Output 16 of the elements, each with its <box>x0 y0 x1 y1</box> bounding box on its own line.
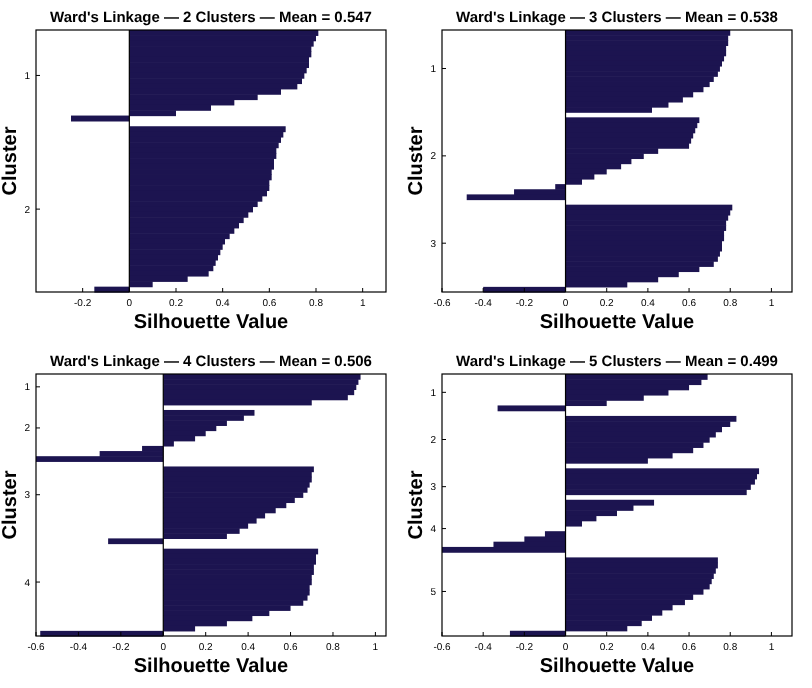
x-axis-title: Silhouette Value <box>539 312 696 334</box>
bar <box>163 466 314 473</box>
bar <box>565 489 747 496</box>
bar <box>442 546 566 553</box>
bar <box>36 456 164 462</box>
y-axis-title: Cluster <box>406 470 428 540</box>
x-axis-title: Silhouette Value <box>133 656 290 678</box>
bar <box>129 126 286 133</box>
bar <box>466 194 566 201</box>
bar <box>565 557 718 564</box>
x-axis-title: Silhouette Value <box>133 312 290 334</box>
y-axis-title: Cluster <box>0 470 22 540</box>
y-axis-title: Cluster <box>0 126 22 196</box>
x-axis-title: Silhouette Value <box>539 656 696 678</box>
bar <box>565 468 760 475</box>
y-axis-title: Cluster <box>406 126 428 196</box>
